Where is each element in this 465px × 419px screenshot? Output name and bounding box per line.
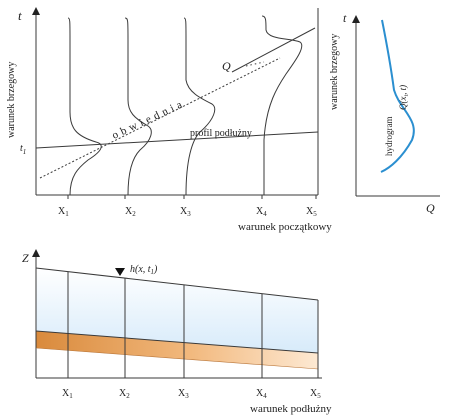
- boundary-label-left: warunek brzegowy: [6, 62, 17, 138]
- hydrogram-t-label: t: [343, 11, 347, 25]
- top-x1-label: X1: [58, 206, 69, 218]
- water-surface-line: [35, 267, 319, 301]
- h-label: h(x, t1): [130, 264, 158, 276]
- bottom-panel: [32, 249, 322, 379]
- h-marker-icon: [115, 268, 125, 276]
- envelope-label: o b w i e d n i a: [110, 99, 184, 142]
- bottom-x4-label: X4: [256, 388, 267, 400]
- z-axis-label: Z: [22, 251, 29, 265]
- bottom-x-labels: X1 X2 X3 X4 X5: [62, 388, 321, 400]
- top-t-axis-label: t: [18, 8, 22, 23]
- profile-line: [35, 131, 319, 149]
- bottom-x1-label: X1: [62, 388, 73, 400]
- hydrogram-q-axis-label: Q: [426, 201, 435, 215]
- longitudinal-label: warunek podłużny: [250, 403, 332, 415]
- bottom-x3-label: X3: [178, 388, 189, 400]
- profile-label: profil podłużny: [190, 128, 252, 139]
- hydrogram-panel: [352, 15, 440, 197]
- hydrogram-q-label: Q(xi, t): [398, 85, 410, 110]
- initial-condition-label: warunek początkowy: [238, 221, 332, 233]
- bottom-x5-label: X5: [310, 388, 321, 400]
- top-x3-label: X3: [180, 206, 191, 218]
- top-x2-label: X2: [125, 206, 136, 218]
- boundary-label-right: warunek brzegowy: [329, 34, 340, 110]
- bottom-x2-label: X2: [119, 388, 130, 400]
- envelope-line: [39, 57, 281, 179]
- hydrograph-curve: [380, 19, 415, 173]
- sediment-band: [36, 331, 318, 369]
- diagonal-line: [231, 27, 316, 73]
- top-x4-label: X4: [256, 206, 267, 218]
- hydro-curve-x3: [183, 17, 216, 196]
- top-left-panel: [32, 7, 319, 199]
- hydro-curve-x4: [261, 15, 303, 195]
- t1-label: t1: [20, 143, 26, 156]
- q-label: Q: [222, 59, 231, 73]
- bed-lower-line: [35, 347, 319, 370]
- hydrograph-label: hydrogram: [384, 117, 394, 157]
- bed-upper-line: [35, 330, 319, 354]
- water-area: [36, 268, 318, 355]
- hydro-curve-x1: [67, 17, 102, 196]
- top-x-labels: X1 X2 X3 X4 X5: [58, 206, 317, 218]
- q-dots: [245, 61, 265, 67]
- top-x5-label: X5: [306, 206, 317, 218]
- hydro-curve-x2: [124, 17, 152, 196]
